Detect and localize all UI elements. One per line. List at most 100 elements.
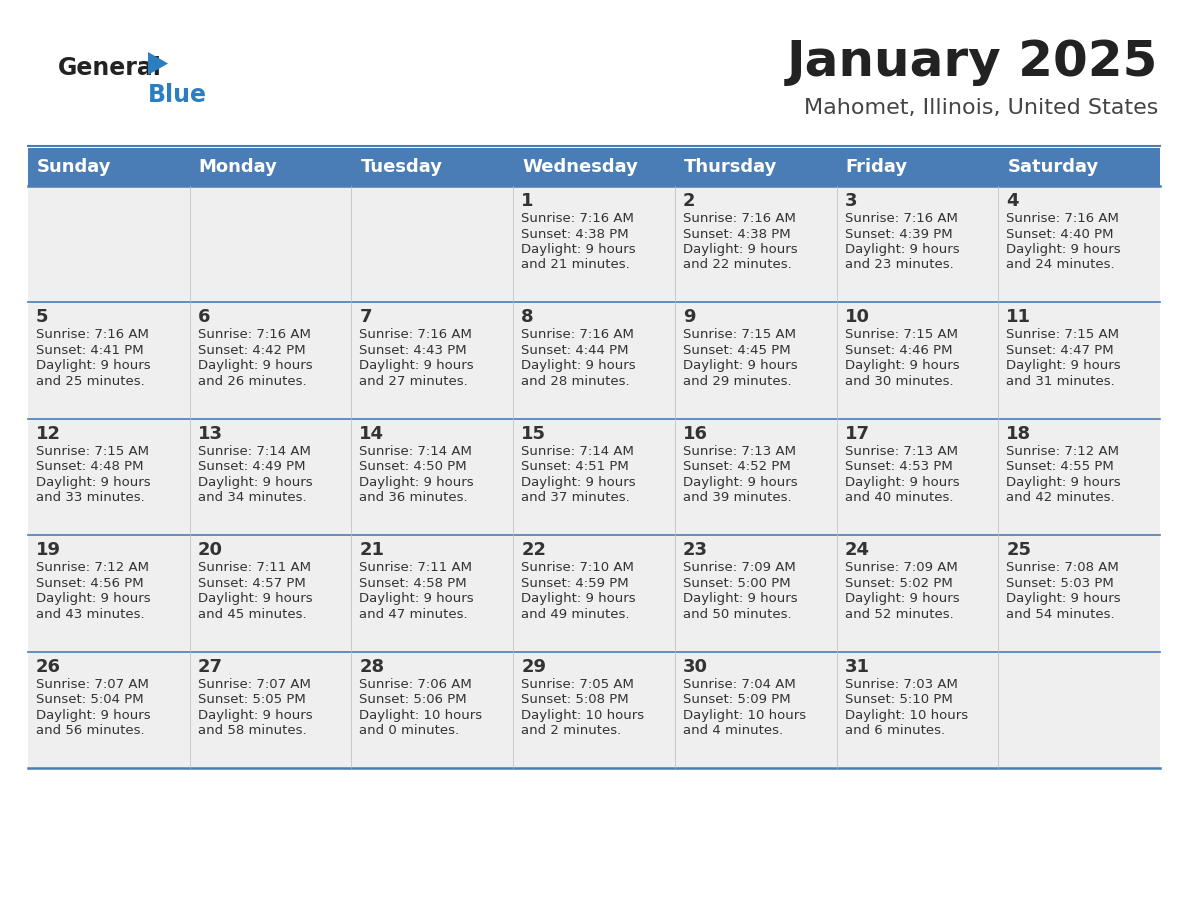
- Text: Daylight: 9 hours: Daylight: 9 hours: [1006, 476, 1121, 488]
- Text: 21: 21: [360, 542, 385, 559]
- Bar: [513, 148, 675, 186]
- Text: Daylight: 9 hours: Daylight: 9 hours: [845, 476, 959, 488]
- Text: 2: 2: [683, 192, 695, 210]
- Bar: [998, 148, 1159, 186]
- Text: Sunrise: 7:16 AM: Sunrise: 7:16 AM: [360, 329, 473, 341]
- Text: General: General: [58, 56, 162, 80]
- Text: and 36 minutes.: and 36 minutes.: [360, 491, 468, 504]
- Text: 5: 5: [36, 308, 49, 327]
- Text: Daylight: 9 hours: Daylight: 9 hours: [845, 243, 959, 256]
- Text: Sunrise: 7:15 AM: Sunrise: 7:15 AM: [1006, 329, 1119, 341]
- Text: Daylight: 9 hours: Daylight: 9 hours: [197, 592, 312, 605]
- Bar: [29, 302, 190, 419]
- Bar: [675, 652, 836, 768]
- Text: 25: 25: [1006, 542, 1031, 559]
- Text: Daylight: 9 hours: Daylight: 9 hours: [36, 709, 151, 722]
- Text: Sunset: 4:48 PM: Sunset: 4:48 PM: [36, 460, 144, 474]
- Text: Daylight: 10 hours: Daylight: 10 hours: [360, 709, 482, 722]
- Text: 7: 7: [360, 308, 372, 327]
- Text: Sunrise: 7:07 AM: Sunrise: 7:07 AM: [36, 677, 148, 690]
- Text: Sunset: 5:00 PM: Sunset: 5:00 PM: [683, 577, 790, 589]
- Text: 13: 13: [197, 425, 222, 442]
- Text: Sunset: 5:10 PM: Sunset: 5:10 PM: [845, 693, 953, 706]
- Text: 27: 27: [197, 657, 222, 676]
- Text: Sunrise: 7:11 AM: Sunrise: 7:11 AM: [197, 561, 311, 574]
- Text: Sunrise: 7:09 AM: Sunrise: 7:09 AM: [683, 561, 796, 574]
- Bar: [513, 419, 675, 535]
- Text: 12: 12: [36, 425, 61, 442]
- Text: 4: 4: [1006, 192, 1019, 210]
- Text: Sunset: 5:05 PM: Sunset: 5:05 PM: [197, 693, 305, 706]
- Text: 20: 20: [197, 542, 222, 559]
- Text: Sunset: 4:59 PM: Sunset: 4:59 PM: [522, 577, 628, 589]
- Bar: [513, 302, 675, 419]
- Text: Sunrise: 7:10 AM: Sunrise: 7:10 AM: [522, 561, 634, 574]
- Text: Daylight: 9 hours: Daylight: 9 hours: [683, 592, 797, 605]
- Text: Daylight: 9 hours: Daylight: 9 hours: [683, 476, 797, 488]
- Text: Sunset: 4:38 PM: Sunset: 4:38 PM: [522, 228, 628, 241]
- Text: and 50 minutes.: and 50 minutes.: [683, 608, 791, 621]
- Text: Sunrise: 7:14 AM: Sunrise: 7:14 AM: [360, 445, 473, 458]
- Text: 16: 16: [683, 425, 708, 442]
- Text: and 27 minutes.: and 27 minutes.: [360, 375, 468, 388]
- Text: Daylight: 9 hours: Daylight: 9 hours: [683, 360, 797, 373]
- Bar: [352, 419, 513, 535]
- Text: Sunday: Sunday: [37, 158, 112, 176]
- Text: and 24 minutes.: and 24 minutes.: [1006, 259, 1114, 272]
- Text: Sunset: 5:08 PM: Sunset: 5:08 PM: [522, 693, 628, 706]
- Bar: [998, 419, 1159, 535]
- Polygon shape: [148, 52, 168, 75]
- Text: 28: 28: [360, 657, 385, 676]
- Text: Daylight: 9 hours: Daylight: 9 hours: [1006, 360, 1121, 373]
- Text: and 58 minutes.: and 58 minutes.: [197, 724, 307, 737]
- Text: Sunset: 4:38 PM: Sunset: 4:38 PM: [683, 228, 790, 241]
- Text: Sunset: 4:45 PM: Sunset: 4:45 PM: [683, 344, 790, 357]
- Text: and 42 minutes.: and 42 minutes.: [1006, 491, 1114, 504]
- Text: and 33 minutes.: and 33 minutes.: [36, 491, 145, 504]
- Text: and 23 minutes.: and 23 minutes.: [845, 259, 953, 272]
- Text: Sunrise: 7:16 AM: Sunrise: 7:16 AM: [683, 212, 796, 225]
- Text: and 43 minutes.: and 43 minutes.: [36, 608, 145, 621]
- Text: Sunrise: 7:14 AM: Sunrise: 7:14 AM: [522, 445, 634, 458]
- Text: Daylight: 9 hours: Daylight: 9 hours: [1006, 592, 1121, 605]
- Bar: [998, 186, 1159, 302]
- Text: Sunrise: 7:16 AM: Sunrise: 7:16 AM: [522, 329, 634, 341]
- Text: Sunrise: 7:12 AM: Sunrise: 7:12 AM: [36, 561, 148, 574]
- Bar: [675, 419, 836, 535]
- Text: Sunset: 4:53 PM: Sunset: 4:53 PM: [845, 460, 953, 474]
- Text: Daylight: 9 hours: Daylight: 9 hours: [522, 243, 636, 256]
- Text: January 2025: January 2025: [786, 38, 1158, 86]
- Bar: [190, 148, 352, 186]
- Text: Daylight: 9 hours: Daylight: 9 hours: [1006, 243, 1121, 256]
- Bar: [998, 652, 1159, 768]
- Text: and 56 minutes.: and 56 minutes.: [36, 724, 145, 737]
- Text: Sunrise: 7:04 AM: Sunrise: 7:04 AM: [683, 677, 796, 690]
- Text: 3: 3: [845, 192, 857, 210]
- Text: Sunset: 4:47 PM: Sunset: 4:47 PM: [1006, 344, 1114, 357]
- Text: Daylight: 9 hours: Daylight: 9 hours: [360, 592, 474, 605]
- Text: and 4 minutes.: and 4 minutes.: [683, 724, 783, 737]
- Text: Sunrise: 7:09 AM: Sunrise: 7:09 AM: [845, 561, 958, 574]
- Text: Sunset: 4:57 PM: Sunset: 4:57 PM: [197, 577, 305, 589]
- Bar: [836, 302, 998, 419]
- Text: 17: 17: [845, 425, 870, 442]
- Text: Sunset: 4:41 PM: Sunset: 4:41 PM: [36, 344, 144, 357]
- Text: and 25 minutes.: and 25 minutes.: [36, 375, 145, 388]
- Text: Daylight: 9 hours: Daylight: 9 hours: [522, 592, 636, 605]
- Text: and 29 minutes.: and 29 minutes.: [683, 375, 791, 388]
- Text: 11: 11: [1006, 308, 1031, 327]
- Text: Sunrise: 7:15 AM: Sunrise: 7:15 AM: [36, 445, 148, 458]
- Text: Daylight: 9 hours: Daylight: 9 hours: [522, 360, 636, 373]
- Bar: [513, 535, 675, 652]
- Text: 14: 14: [360, 425, 385, 442]
- Bar: [190, 535, 352, 652]
- Text: Sunset: 4:52 PM: Sunset: 4:52 PM: [683, 460, 790, 474]
- Text: Sunrise: 7:16 AM: Sunrise: 7:16 AM: [522, 212, 634, 225]
- Text: and 34 minutes.: and 34 minutes.: [197, 491, 307, 504]
- Text: Sunrise: 7:16 AM: Sunrise: 7:16 AM: [36, 329, 148, 341]
- Bar: [675, 186, 836, 302]
- Text: Sunset: 4:55 PM: Sunset: 4:55 PM: [1006, 460, 1114, 474]
- Bar: [29, 148, 190, 186]
- Bar: [513, 652, 675, 768]
- Text: Sunrise: 7:15 AM: Sunrise: 7:15 AM: [845, 329, 958, 341]
